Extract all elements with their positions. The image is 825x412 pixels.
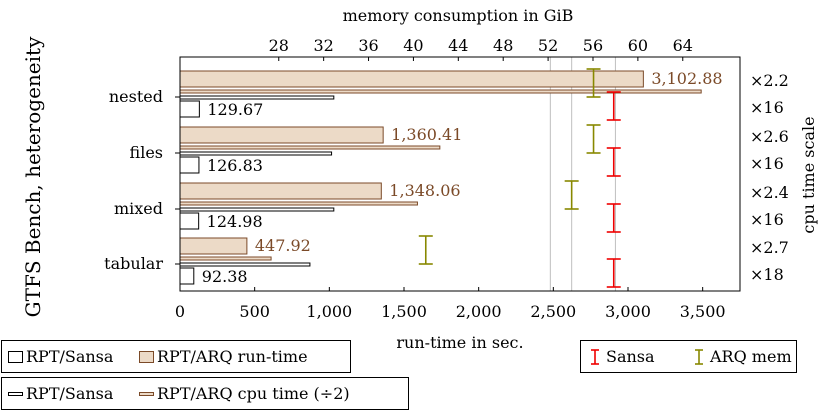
bar-arq-runtime-mixed [179, 182, 382, 200]
cpu-scale-arq-mixed: ×2.4 [750, 183, 789, 202]
bar-sansa-cpu-mixed [179, 207, 335, 212]
top-axis-label: memory consumption in GiB [343, 6, 574, 25]
label-arq-runtime-files: 1,360.41 [391, 125, 462, 144]
bar-arq-cpu-tabular [179, 256, 272, 261]
cpu-scale-sansa-files: ×16 [750, 154, 784, 173]
cpu-scale-arq-tabular: ×2.7 [750, 238, 789, 257]
top-tick-label-9: 64 [673, 36, 693, 55]
x-tick-label-6: 3,000 [605, 302, 651, 321]
y-axis-label: GTFS Bench, heterogeneity [21, 36, 45, 317]
legend-cpu: RPT/Sansa RPT/ARQ cpu time (÷2) [1, 377, 409, 410]
legend-item-sansa-runtime: RPT/Sansa [8, 341, 113, 372]
x-tick-label-0: 0 [175, 302, 185, 321]
x-tick-label-3: 1,500 [381, 302, 427, 321]
x-tick-label-7: 3,500 [680, 302, 726, 321]
label-arq-runtime-nested: 3,102.88 [651, 69, 722, 88]
legend-item-sansa-cpu: RPT/Sansa [8, 378, 113, 409]
bar-sansa-cpu-tabular [179, 262, 311, 267]
legend-item-sansa-mem: Sansa [589, 341, 655, 372]
legend-runtime: RPT/Sansa RPT/ARQ run-time [1, 340, 351, 373]
category-label-tabular: tabular [104, 254, 163, 273]
top-tick-label-8: 60 [628, 36, 648, 55]
legend-item-arq-runtime: RPT/ARQ run-time [139, 341, 308, 372]
legend-swatch-arq-runtime [139, 350, 154, 363]
x-tick-label-4: 2,000 [456, 302, 502, 321]
top-tick-label-1: 32 [313, 36, 333, 55]
bar-sansa-cpu-nested [179, 95, 335, 100]
x-tick-label-2: 1,000 [306, 302, 352, 321]
bar-sansa-runtime-tabular [179, 267, 195, 285]
legend-label-arq-runtime: RPT/ARQ run-time [157, 347, 308, 366]
top-tick-label-5: 48 [493, 36, 513, 55]
legend-swatch-sansa-cpu [8, 391, 23, 396]
bar-arq-cpu-nested [179, 89, 702, 94]
bar-sansa-runtime-mixed [179, 212, 200, 230]
label-sansa-runtime-files: 126.83 [207, 156, 263, 175]
legend-label-sansa-runtime: RPT/Sansa [26, 347, 114, 366]
top-tick-label-6: 52 [538, 36, 558, 55]
top-tick-label-0: 28 [269, 36, 289, 55]
label-sansa-runtime-mixed: 124.98 [207, 212, 263, 231]
bar-arq-runtime-tabular [179, 237, 248, 255]
label-sansa-runtime-nested: 129.67 [207, 100, 263, 119]
legend-label-arq-cpu: RPT/ARQ cpu time (÷2) [157, 384, 350, 403]
category-label-mixed: mixed [114, 199, 163, 218]
label-arq-runtime-mixed: 1,348.06 [389, 181, 460, 200]
cpu-scale-arq-nested: ×2.2 [750, 71, 789, 90]
bar-sansa-runtime-nested [179, 100, 200, 118]
legend-memory: Sansa ARQ mem [580, 340, 797, 373]
x-tick-label-5: 2,500 [530, 302, 576, 321]
legend-label-sansa-mem: Sansa [606, 347, 655, 366]
plot-frame [179, 56, 741, 292]
legend-errorbar-arq [695, 348, 703, 365]
label-sansa-runtime-tabular: 92.38 [202, 267, 248, 286]
top-tick-label-3: 40 [403, 36, 423, 55]
bar-arq-cpu-files [179, 145, 441, 150]
category-label-files: files [130, 143, 163, 162]
bar-arq-runtime-nested [179, 70, 644, 88]
cpu-scale-sansa-mixed: ×16 [750, 210, 784, 229]
right-axis-label: cpu time scale [799, 116, 818, 233]
bar-sansa-cpu-files [179, 151, 333, 156]
legend-label-arq-mem: ARQ mem [710, 347, 792, 366]
top-tick-label-2: 36 [358, 36, 378, 55]
cpu-scale-sansa-tabular: ×18 [750, 265, 784, 284]
x-axis-label: run-time in sec. [396, 333, 523, 352]
legend-item-arq-mem: ARQ mem [693, 341, 792, 372]
bar-arq-runtime-files [179, 126, 384, 144]
label-arq-runtime-tabular: 447.92 [255, 236, 311, 255]
legend-swatch-arq-cpu [139, 391, 154, 396]
top-tick-label-7: 56 [583, 36, 603, 55]
cpu-scale-arq-files: ×2.6 [750, 127, 789, 146]
legend-item-arq-cpu: RPT/ARQ cpu time (÷2) [139, 378, 350, 409]
bar-sansa-runtime-files [179, 156, 200, 174]
x-tick-label-1: 500 [239, 302, 270, 321]
top-tick-label-4: 44 [448, 36, 468, 55]
category-label-nested: nested [109, 87, 163, 106]
legend-label-sansa-cpu: RPT/Sansa [26, 384, 114, 403]
cpu-scale-sansa-nested: ×16 [750, 98, 784, 117]
bar-arq-cpu-mixed [179, 201, 418, 206]
legend-swatch-sansa-runtime [8, 350, 23, 363]
legend-errorbar-sansa [591, 348, 599, 365]
